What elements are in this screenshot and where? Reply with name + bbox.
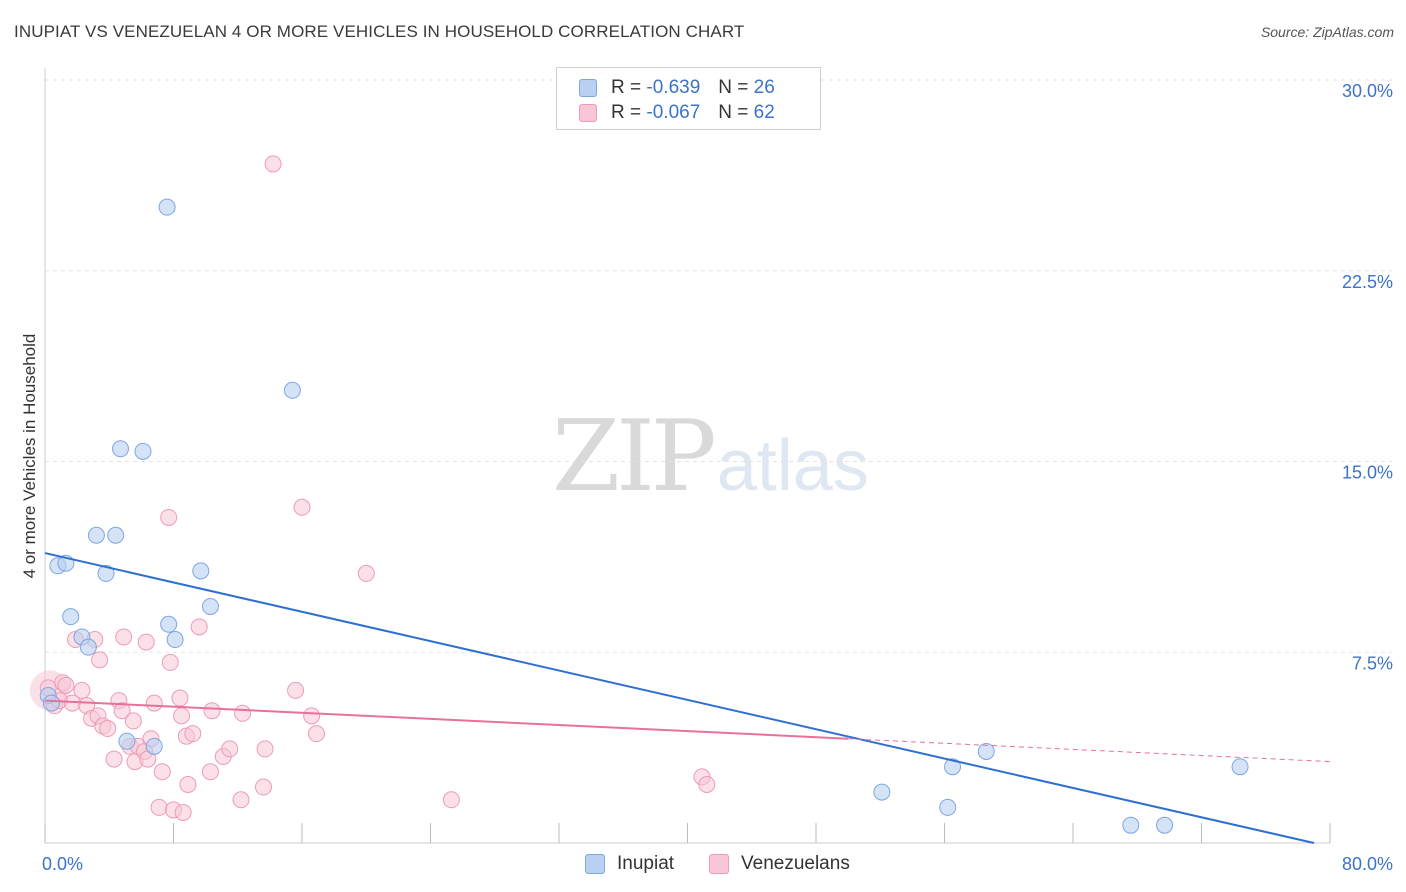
venezuelans-point — [287, 681, 305, 699]
legend-n-label: N = — [718, 77, 749, 98]
venezuelans-point — [174, 803, 192, 821]
legend-row-venezuelans: R = -0.067 N = 62 — [579, 101, 775, 125]
venezuelans-point — [307, 725, 325, 743]
inupiat-point — [62, 608, 80, 626]
venezuelans-swatch — [579, 104, 597, 122]
inupiat-point — [201, 597, 219, 615]
venezuelans-legend-swatch — [709, 854, 729, 874]
venezuelans-point — [153, 763, 171, 781]
venezuelans-point — [115, 628, 133, 646]
inupiat-legend-label: Inupiat — [617, 853, 675, 874]
venezuelans-point — [190, 618, 208, 636]
x-tick-label: 0.0% — [42, 854, 83, 874]
inupiat-point — [134, 442, 152, 460]
venezuelans-point — [179, 776, 197, 794]
legend-r-value: -0.639 — [646, 77, 701, 98]
inupiat-legend-swatch — [585, 854, 605, 874]
venezuelans-point — [232, 791, 250, 809]
venezuelans-point — [160, 508, 178, 526]
venezuelans-point — [264, 155, 282, 173]
inupiat-point — [79, 638, 97, 656]
venezuelans-point — [303, 707, 321, 725]
inupiat-point — [158, 198, 176, 216]
trend-lines — [44, 552, 1331, 844]
venezuelans-points — [29, 155, 716, 821]
chart-title: INUPIAT VS VENEZUELAN 4 OR MORE VEHICLES… — [14, 22, 745, 41]
inupiat-point — [1231, 758, 1249, 776]
grid-lines — [45, 79, 1392, 653]
inupiat-point — [1156, 816, 1174, 834]
inupiat-point — [87, 526, 105, 544]
venezuelans-point — [221, 740, 239, 758]
tick-labels: 7.5% 15.0% 22.5% 30.0% 0.0% 80.0% — [42, 81, 1393, 874]
inupiat-point — [283, 381, 301, 399]
inupiat-point — [192, 562, 210, 580]
bottom-legend-venezuelans: Venezuelans — [709, 851, 850, 877]
venezuelans-point — [171, 689, 189, 707]
correlation-legend: R = -0.639 N = 26 R = -0.067 N = 62 — [556, 67, 821, 130]
source-credit: Source: ZipAtlas.com — [1260, 24, 1394, 40]
venezuelans-point — [91, 651, 109, 669]
legend-n-label: N = — [718, 102, 749, 123]
y-tick-label: 22.5% — [1342, 272, 1393, 292]
legend-n-value: 26 — [753, 77, 775, 98]
venezuelans-point — [256, 740, 274, 758]
x-tick-label: 80.0% — [1342, 854, 1393, 874]
legend-r-label: R = — [611, 77, 642, 98]
legend-n-value: 62 — [753, 102, 775, 123]
venezuelans-point — [234, 704, 252, 722]
inupiat-point — [939, 798, 957, 816]
venezuelans-point — [184, 725, 202, 743]
y-tick-label: 30.0% — [1342, 81, 1393, 101]
inupiat-point — [145, 737, 163, 755]
inupiat-points — [39, 198, 1249, 834]
venezuelans-point — [254, 778, 272, 796]
inupiat-point — [977, 742, 995, 760]
legend-r-value: -0.067 — [646, 102, 701, 123]
inupiat-point — [1122, 816, 1140, 834]
axes — [44, 68, 1331, 844]
inupiat-point — [97, 564, 115, 582]
inupiat-point — [118, 732, 136, 750]
inupiat-point — [160, 615, 178, 633]
venezuelans-point — [293, 498, 311, 516]
venezuelans-point — [442, 791, 460, 809]
venezuelans-point — [173, 707, 191, 725]
venezuelans-point — [105, 750, 123, 768]
venezuelans-point — [357, 564, 375, 582]
legend-r-label: R = — [611, 102, 642, 123]
venezuelans-point — [145, 694, 163, 712]
venezuelans-trend-line — [44, 699, 849, 740]
venezuelans-point — [99, 720, 117, 738]
venezuelans-point — [203, 702, 221, 720]
inupiat-point — [166, 631, 184, 649]
legend-row-inupiat: R = -0.639 N = 26 — [579, 76, 775, 100]
venezuelans-point — [73, 681, 91, 699]
inupiat-trend-line — [44, 552, 1315, 844]
venezuelans-point — [698, 776, 716, 794]
y-tick-label: 15.0% — [1342, 463, 1393, 483]
y-tick-label: 7.5% — [1352, 653, 1393, 673]
venezuelans-point — [57, 676, 75, 694]
venezuelans-point — [137, 633, 155, 651]
venezuelans-legend-label: Venezuelans — [741, 853, 850, 874]
venezuelans-point — [150, 798, 168, 816]
bottom-legend-inupiat: Inupiat — [585, 851, 674, 877]
venezuelans-point — [161, 653, 179, 671]
inupiat-point — [42, 694, 60, 712]
inupiat-point — [944, 758, 962, 776]
inupiat-swatch — [579, 79, 597, 97]
venezuelans-point — [201, 763, 219, 781]
venezuelans-trend-extension — [848, 738, 1331, 763]
inupiat-point — [107, 526, 125, 544]
venezuelans-point — [113, 702, 131, 720]
inupiat-point — [873, 783, 891, 801]
inupiat-point — [111, 440, 129, 458]
venezuelans-point — [124, 712, 142, 730]
